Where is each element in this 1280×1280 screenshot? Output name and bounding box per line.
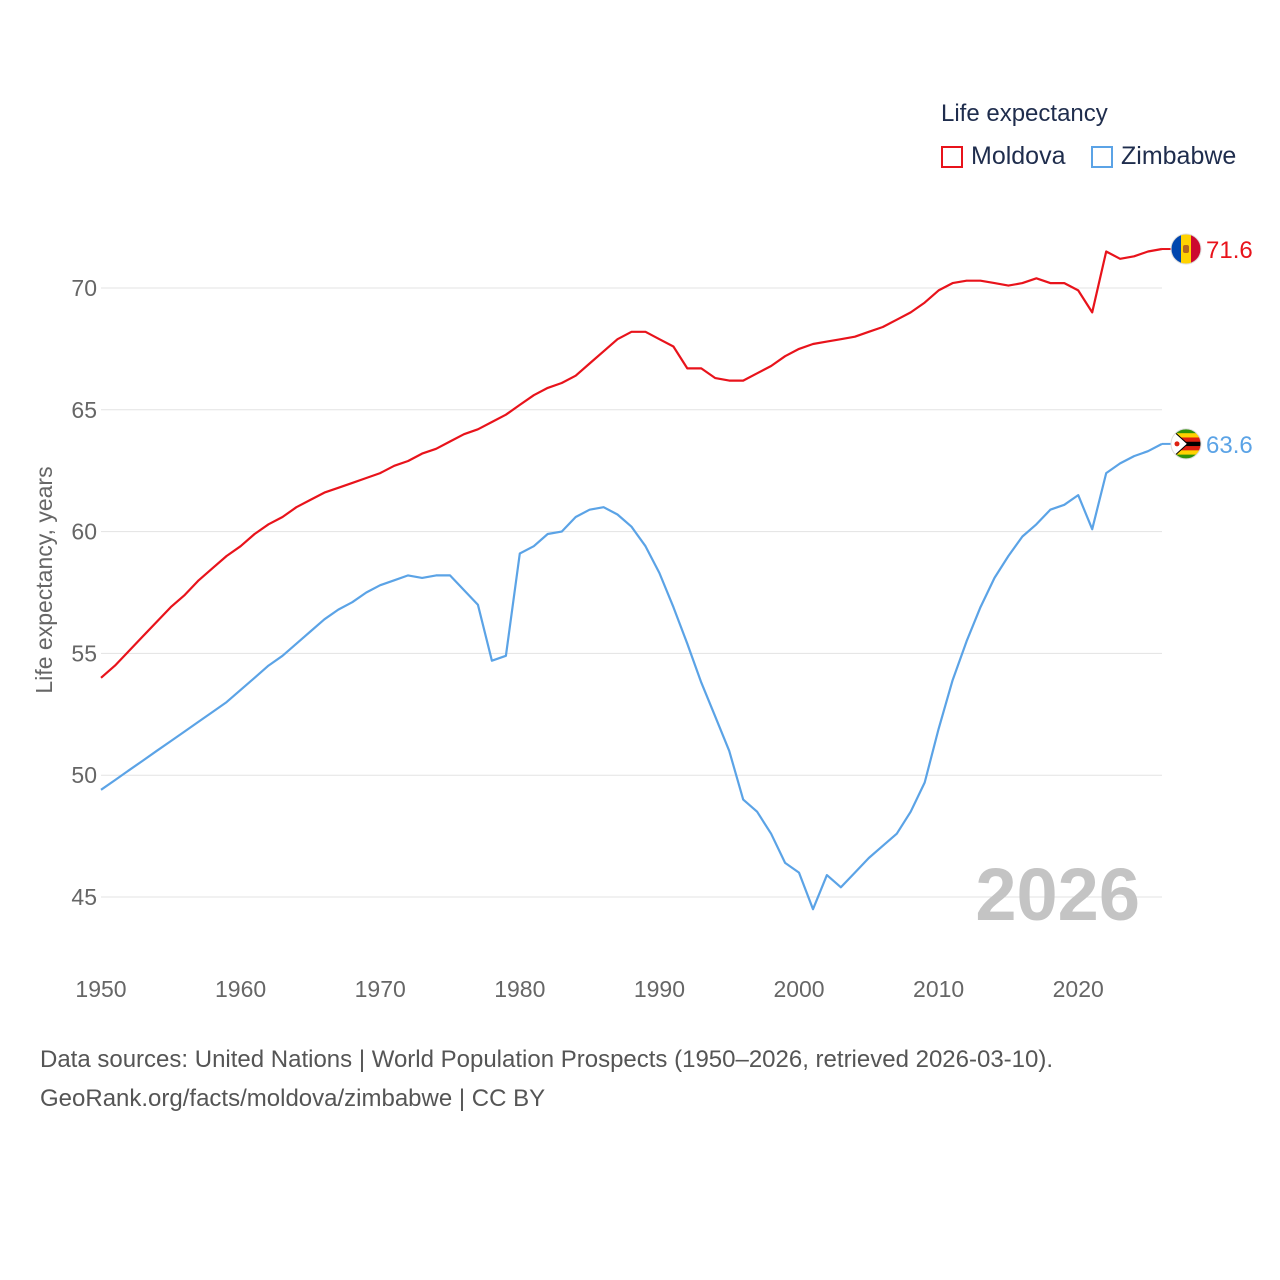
legend-label-moldova: Moldova	[971, 142, 1066, 170]
series-line-zimbabwe[interactable]	[100, 442, 1163, 911]
gridlines	[101, 287, 1162, 898]
y-axis-label: Life expectancy, years	[31, 466, 57, 693]
x-tick-label: 2020	[1053, 976, 1104, 1002]
year-label: 2026	[975, 853, 1140, 936]
x-axis-ticks: 1950 1960 1970 1980 1990 2000 2010 2020	[75, 976, 1103, 1002]
x-tick-label: 1960	[215, 976, 266, 1002]
x-tick-label: 2010	[913, 976, 964, 1002]
x-tick-label: 1980	[494, 976, 545, 1002]
legend-item-moldova[interactable]: Moldova	[941, 142, 1066, 171]
x-tick-label: 1950	[75, 976, 126, 1002]
y-tick-label: 70	[71, 275, 97, 301]
x-tick-label: 1990	[634, 976, 685, 1002]
y-axis-ticks: 45 50 55 60 65 70	[71, 275, 97, 910]
end-value-label-zimbabwe: 63.6	[1206, 432, 1253, 459]
series-end-markers: 71.6 63.6	[1162, 233, 1253, 460]
legend-swatch-moldova	[941, 145, 963, 168]
end-value-label-moldova: 71.6	[1206, 237, 1253, 264]
legend-title: Life expectancy	[941, 100, 1108, 127]
y-tick-label: 45	[71, 884, 97, 910]
y-tick-label: 50	[71, 762, 97, 788]
x-tick-label: 1970	[355, 976, 406, 1002]
y-tick-label: 60	[71, 519, 97, 545]
footer-sources: Data sources: United Nations | World Pop…	[40, 1046, 1054, 1073]
y-tick-label: 65	[71, 397, 97, 423]
series-lines	[100, 247, 1163, 911]
x-tick-label: 2000	[773, 976, 824, 1002]
moldova-flag-icon	[1171, 234, 1201, 265]
footer-link[interactable]: GeoRank.org/facts/moldova/zimbabwe | CC …	[40, 1085, 546, 1112]
legend-swatch-zimbabwe	[1091, 145, 1113, 168]
series-line-moldova[interactable]	[100, 247, 1163, 679]
zimbabwe-flag-icon	[1171, 428, 1201, 459]
y-tick-label: 55	[71, 640, 97, 666]
legend-label-zimbabwe: Zimbabwe	[1121, 142, 1237, 170]
legend-item-zimbabwe[interactable]: Zimbabwe	[1091, 142, 1236, 171]
